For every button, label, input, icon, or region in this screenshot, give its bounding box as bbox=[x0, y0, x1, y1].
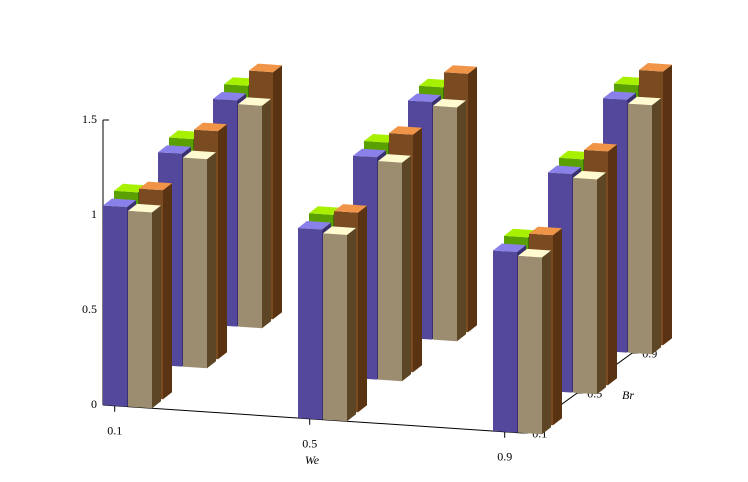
bar-front bbox=[238, 104, 262, 329]
y-axis-label: Br bbox=[622, 388, 634, 402]
x-axis-label: We bbox=[305, 453, 320, 467]
bar-top bbox=[323, 226, 356, 235]
bar-top bbox=[169, 130, 202, 140]
bar-top bbox=[213, 91, 246, 101]
bar-top bbox=[518, 248, 551, 258]
bar-side bbox=[273, 65, 282, 320]
bar-top bbox=[183, 150, 216, 160]
bar-top bbox=[139, 181, 172, 191]
bar-front bbox=[323, 233, 347, 422]
bar-side bbox=[542, 250, 551, 435]
bar-top bbox=[103, 198, 136, 208]
x-tick-label: 0.1 bbox=[107, 424, 122, 438]
bar-top bbox=[194, 122, 227, 132]
bar-top bbox=[573, 170, 606, 180]
bar-side bbox=[413, 127, 422, 373]
bar-top bbox=[389, 126, 422, 135]
bar-front bbox=[128, 210, 152, 409]
bar-top bbox=[628, 96, 661, 106]
bar-side bbox=[457, 100, 466, 342]
bar-top bbox=[309, 206, 342, 215]
bar-top bbox=[559, 150, 592, 160]
bar-top bbox=[334, 204, 367, 213]
bar-top bbox=[603, 91, 636, 100]
bar-top bbox=[504, 228, 537, 238]
bar-side bbox=[163, 183, 172, 400]
bar-top bbox=[128, 203, 161, 213]
bar-top bbox=[408, 93, 441, 103]
bar-top bbox=[353, 148, 386, 158]
bar-side bbox=[597, 172, 606, 395]
bar-top bbox=[529, 226, 562, 236]
bar-top bbox=[378, 154, 411, 163]
x-tick-label: 0.9 bbox=[497, 450, 512, 464]
bar-top bbox=[249, 63, 282, 73]
bar-top bbox=[238, 97, 271, 106]
bar-side bbox=[358, 205, 367, 413]
bar-side bbox=[207, 152, 216, 369]
bar-front bbox=[493, 250, 517, 433]
bar-side bbox=[553, 228, 562, 426]
bar-top bbox=[444, 65, 477, 74]
bar-front bbox=[573, 177, 597, 395]
bar-side bbox=[262, 98, 271, 329]
bar-top bbox=[614, 76, 647, 86]
bar-top bbox=[433, 98, 466, 108]
bar-side bbox=[152, 205, 161, 409]
bar-side bbox=[652, 98, 661, 355]
bar-top bbox=[548, 165, 581, 175]
bar-side bbox=[608, 144, 617, 386]
bar-top bbox=[114, 183, 147, 193]
bar-front bbox=[628, 103, 652, 355]
x-tick-label: 0.5 bbox=[302, 437, 317, 451]
bar-top bbox=[158, 145, 191, 154]
bar-top bbox=[493, 243, 526, 253]
bar-top bbox=[364, 134, 397, 143]
x-axis bbox=[102, 404, 523, 434]
bar-top bbox=[584, 142, 617, 152]
z-tick-label: 1 bbox=[91, 207, 97, 221]
bar-top bbox=[298, 221, 331, 230]
bar-front bbox=[518, 255, 542, 435]
bar-side bbox=[218, 124, 227, 360]
bar-front bbox=[298, 228, 322, 420]
bar-side bbox=[663, 64, 672, 346]
bar-side bbox=[402, 155, 411, 382]
bar-top bbox=[639, 63, 672, 72]
z-tick-label: 0 bbox=[91, 397, 97, 411]
bar-front bbox=[183, 157, 207, 369]
bar-front bbox=[433, 105, 457, 342]
bar-side bbox=[468, 66, 477, 333]
z-tick-label: 0.5 bbox=[82, 302, 97, 316]
bar-front bbox=[378, 161, 402, 382]
bar-top bbox=[419, 78, 452, 88]
bar-top bbox=[224, 77, 257, 86]
bar-front bbox=[103, 205, 127, 407]
z-tick-label: 1.5 bbox=[82, 112, 97, 126]
bar-side bbox=[347, 228, 356, 422]
